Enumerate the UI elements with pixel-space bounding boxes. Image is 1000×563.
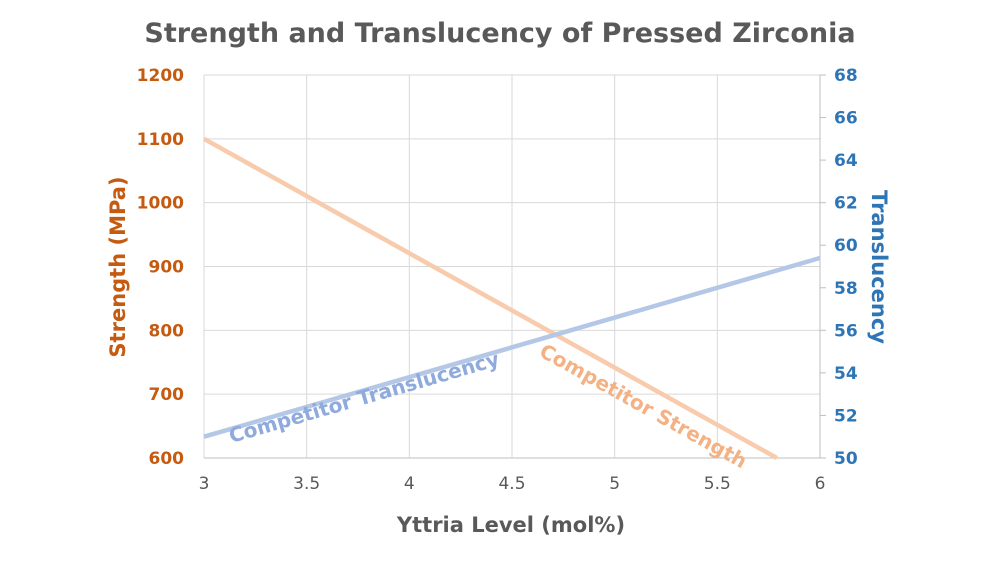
y-left-tick-label: 1100 bbox=[137, 130, 184, 150]
x-tick-label: 5.5 bbox=[704, 474, 731, 494]
y-right-tick-label: 66 bbox=[834, 109, 858, 129]
y-right-tick-label: 52 bbox=[834, 406, 858, 426]
series-line-1 bbox=[203, 255, 821, 439]
x-tick-label: 4 bbox=[404, 474, 415, 494]
y-right-tick-label: 68 bbox=[834, 66, 858, 86]
y-right-tick-label: 62 bbox=[834, 194, 858, 214]
y-right-tick-label: 56 bbox=[834, 321, 858, 341]
x-tick-label: 3 bbox=[199, 474, 210, 494]
chart-title: Strength and Translucency of Pressed Zir… bbox=[144, 18, 855, 49]
series-label: Competitor Strength bbox=[536, 339, 752, 474]
y-axis-right-label: Translucency bbox=[867, 190, 891, 344]
y-right-tick-label: 50 bbox=[834, 449, 858, 469]
x-tick-label: 4.5 bbox=[498, 474, 525, 494]
y-right-tick-label: 64 bbox=[834, 151, 858, 171]
y-left-tick-label: 800 bbox=[149, 321, 185, 341]
y-right-tick-label: 60 bbox=[834, 236, 858, 256]
y-axis-left-label: Strength (MPa) bbox=[106, 176, 130, 357]
y-left-tick-label: 1000 bbox=[137, 194, 184, 214]
x-tick-label: 6 bbox=[815, 474, 826, 494]
y-left-tick-label: 700 bbox=[149, 385, 185, 405]
y-left-tick-label: 1200 bbox=[137, 66, 184, 86]
x-axis-label: Yttria Level (mol%) bbox=[396, 513, 625, 537]
series-label: Competitor Translucency bbox=[226, 347, 502, 448]
x-tick-label: 5 bbox=[609, 474, 620, 494]
y-left-tick-label: 600 bbox=[149, 449, 185, 469]
x-tick-label: 3.5 bbox=[293, 474, 320, 494]
y-right-tick-label: 54 bbox=[834, 364, 858, 384]
y-right-tick-label: 58 bbox=[834, 279, 858, 299]
y-left-tick-label: 900 bbox=[149, 258, 185, 278]
series-line-0 bbox=[202, 136, 778, 460]
